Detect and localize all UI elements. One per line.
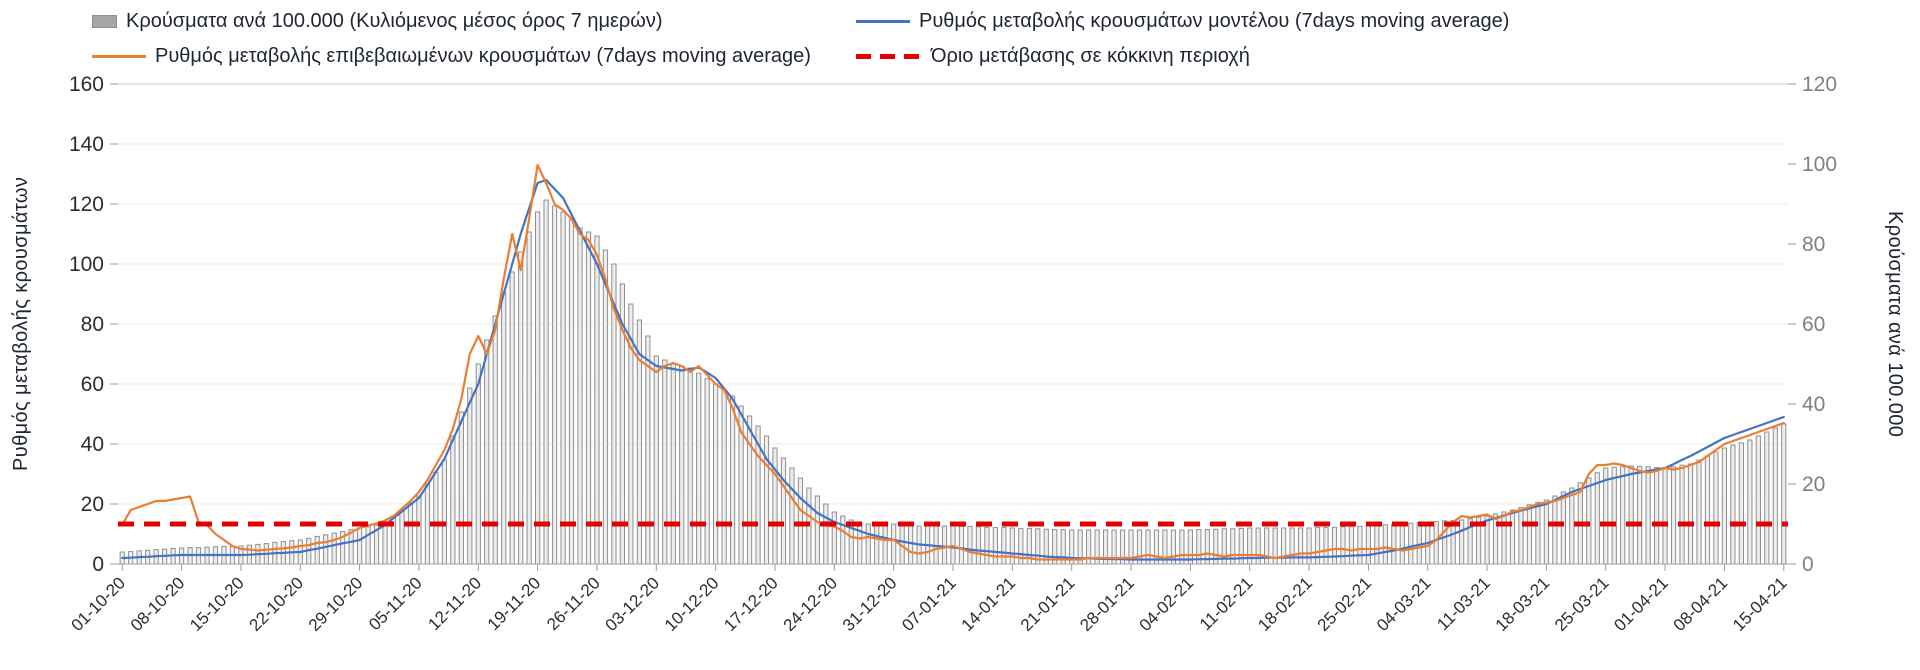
svg-text:26-11-20: 26-11-20 — [543, 573, 604, 634]
svg-text:40: 40 — [1802, 393, 1825, 416]
svg-text:15-04-21: 15-04-21 — [1729, 573, 1791, 635]
svg-text:11-02-21: 11-02-21 — [1196, 573, 1257, 634]
blue-line-swatch-icon — [856, 20, 910, 23]
legend-item-model-rate: Ρυθμός μεταβολής κρουσμάτων μοντέλου (7d… — [856, 10, 1509, 33]
svg-text:80: 80 — [1802, 233, 1825, 256]
right-axis-title: Κρούσματα ανά 100.000 — [1884, 210, 1906, 438]
svg-text:29-10-20: 29-10-20 — [305, 573, 367, 635]
svg-text:20: 20 — [1802, 473, 1825, 496]
svg-text:20: 20 — [81, 493, 104, 516]
svg-text:28-01-21: 28-01-21 — [1076, 573, 1138, 635]
svg-text:25-03-21: 25-03-21 — [1551, 573, 1613, 635]
svg-text:0: 0 — [1802, 553, 1814, 576]
svg-text:18-02-21: 18-02-21 — [1254, 573, 1316, 635]
svg-text:100: 100 — [1802, 153, 1837, 176]
svg-text:24-12-20: 24-12-20 — [780, 573, 842, 635]
svg-text:04-02-21: 04-02-21 — [1136, 573, 1198, 635]
svg-text:11-03-21: 11-03-21 — [1433, 573, 1494, 634]
svg-text:22-10-20: 22-10-20 — [246, 573, 308, 635]
svg-text:01-10-20: 01-10-20 — [68, 573, 130, 635]
svg-text:0: 0 — [92, 553, 104, 576]
svg-text:80: 80 — [81, 313, 104, 336]
legend-label-model-rate: Ρυθμός μεταβολής κρουσμάτων μοντέλου (7d… — [919, 10, 1510, 32]
red-dashed-swatch-icon — [856, 54, 922, 59]
orange-line-swatch-icon — [92, 55, 146, 58]
svg-text:18-03-21: 18-03-21 — [1492, 573, 1554, 635]
legend-label-red-zone-threshold: Όριο μετάβασης σε κόκκινη περιοχή — [931, 45, 1250, 67]
svg-text:60: 60 — [81, 373, 104, 396]
svg-text:08-10-20: 08-10-20 — [127, 573, 189, 635]
legend-label-cases-per-100k: Κρούσματα ανά 100.000 (Κυλιόμενος μέσος … — [126, 10, 663, 32]
legend-item-red-zone-threshold: Όριο μετάβασης σε κόκκινη περιοχή — [856, 45, 1250, 68]
svg-text:05-11-20: 05-11-20 — [365, 573, 426, 634]
svg-text:07-01-21: 07-01-21 — [898, 573, 960, 635]
svg-text:21-01-21: 21-01-21 — [1017, 573, 1079, 635]
plot-area: 0 20 40 60 80 100 120 140 160 0 20 40 60 80 100 120 01-1… — [68, 76, 1838, 635]
model-rate-line — [121, 178, 1785, 561]
svg-text:01-04-21: 01-04-21 — [1610, 573, 1672, 635]
svg-text:17-12-20: 17-12-20 — [720, 573, 782, 635]
legend-item-confirmed-rate: Ρυθμός μεταβολής επιβεβαιωμένων κρουσμάτ… — [92, 45, 811, 68]
svg-text:60: 60 — [1802, 313, 1825, 336]
bar-series-swatch-icon — [92, 15, 117, 28]
svg-text:100: 100 — [69, 253, 104, 276]
bar-series-cases-per-100k — [119, 199, 1787, 565]
confirmed-rate-line — [121, 163, 1785, 561]
gridlines — [118, 83, 1788, 565]
svg-text:19-11-20: 19-11-20 — [484, 573, 545, 634]
svg-text:40: 40 — [81, 433, 104, 456]
legend-label-confirmed-rate: Ρυθμός μεταβολής επιβεβαιωμένων κρουσμάτ… — [155, 45, 811, 67]
svg-text:25-02-21: 25-02-21 — [1314, 573, 1376, 635]
svg-text:14-01-21: 14-01-21 — [958, 573, 1020, 635]
svg-text:08-04-21: 08-04-21 — [1670, 573, 1732, 635]
svg-text:12-11-20: 12-11-20 — [424, 573, 485, 634]
svg-text:10-12-20: 10-12-20 — [661, 573, 723, 635]
legend-item-cases-per-100k: Κρούσματα ανά 100.000 (Κυλιόμενος μέσος … — [92, 10, 663, 33]
svg-text:120: 120 — [1802, 76, 1837, 96]
svg-text:04-03-21: 04-03-21 — [1373, 573, 1435, 635]
svg-text:160: 160 — [69, 76, 104, 96]
svg-text:31-12-20: 31-12-20 — [839, 573, 901, 635]
svg-text:15-10-20: 15-10-20 — [186, 573, 248, 635]
svg-text:03-12-20: 03-12-20 — [602, 573, 664, 635]
svg-text:140: 140 — [69, 133, 104, 156]
svg-text:120: 120 — [69, 193, 104, 216]
